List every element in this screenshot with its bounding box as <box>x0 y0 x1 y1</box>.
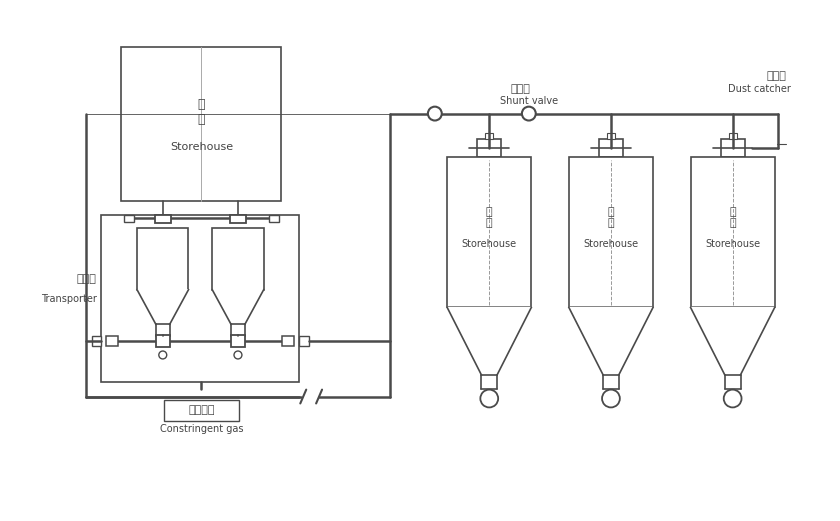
Circle shape <box>724 390 742 407</box>
Bar <box>92 336 102 346</box>
Bar <box>607 133 615 139</box>
Text: Dust catcher: Dust catcher <box>728 84 791 94</box>
Bar <box>299 336 309 346</box>
Bar <box>213 228 264 290</box>
Bar <box>156 335 170 347</box>
Bar <box>124 215 134 222</box>
Bar <box>231 335 245 347</box>
Bar <box>155 216 171 224</box>
Bar <box>721 139 744 157</box>
Text: 压缩气体: 压缩气体 <box>188 405 214 415</box>
Circle shape <box>428 107 442 120</box>
Bar <box>164 400 239 421</box>
Text: Shunt valve: Shunt valve <box>500 96 558 106</box>
Text: 分路阀: 分路阀 <box>511 84 531 94</box>
Bar <box>269 215 279 222</box>
Bar <box>477 139 501 157</box>
Bar <box>230 216 246 224</box>
Text: 料
仓: 料 仓 <box>486 207 492 228</box>
Circle shape <box>159 351 166 359</box>
Polygon shape <box>690 307 774 375</box>
Polygon shape <box>569 307 653 375</box>
Text: Storehouse: Storehouse <box>170 142 233 152</box>
Text: 发送罐: 发送罐 <box>76 274 97 283</box>
Bar <box>690 157 774 307</box>
Polygon shape <box>447 307 532 375</box>
Bar <box>569 157 653 307</box>
Bar <box>447 157 532 307</box>
Text: Transporter: Transporter <box>40 294 97 304</box>
Bar <box>121 47 281 201</box>
Text: 料
仓: 料 仓 <box>729 207 736 228</box>
Polygon shape <box>137 290 188 324</box>
Bar <box>102 216 299 382</box>
Circle shape <box>522 107 536 120</box>
Text: Constringent gas: Constringent gas <box>160 424 243 434</box>
Text: Storehouse: Storehouse <box>583 239 638 249</box>
Text: Storehouse: Storehouse <box>705 239 760 249</box>
Text: Storehouse: Storehouse <box>462 239 517 249</box>
Circle shape <box>234 351 242 359</box>
Text: 料
仓: 料 仓 <box>607 207 614 228</box>
Bar <box>107 336 118 346</box>
Circle shape <box>602 390 620 407</box>
Bar <box>599 139 622 157</box>
Bar <box>486 133 493 139</box>
Polygon shape <box>213 290 264 324</box>
Bar <box>728 133 737 139</box>
Bar <box>137 228 188 290</box>
Text: 料
仓: 料 仓 <box>197 98 205 126</box>
Text: 除尘器: 除尘器 <box>766 71 786 81</box>
Circle shape <box>480 390 498 407</box>
Bar <box>282 336 294 346</box>
